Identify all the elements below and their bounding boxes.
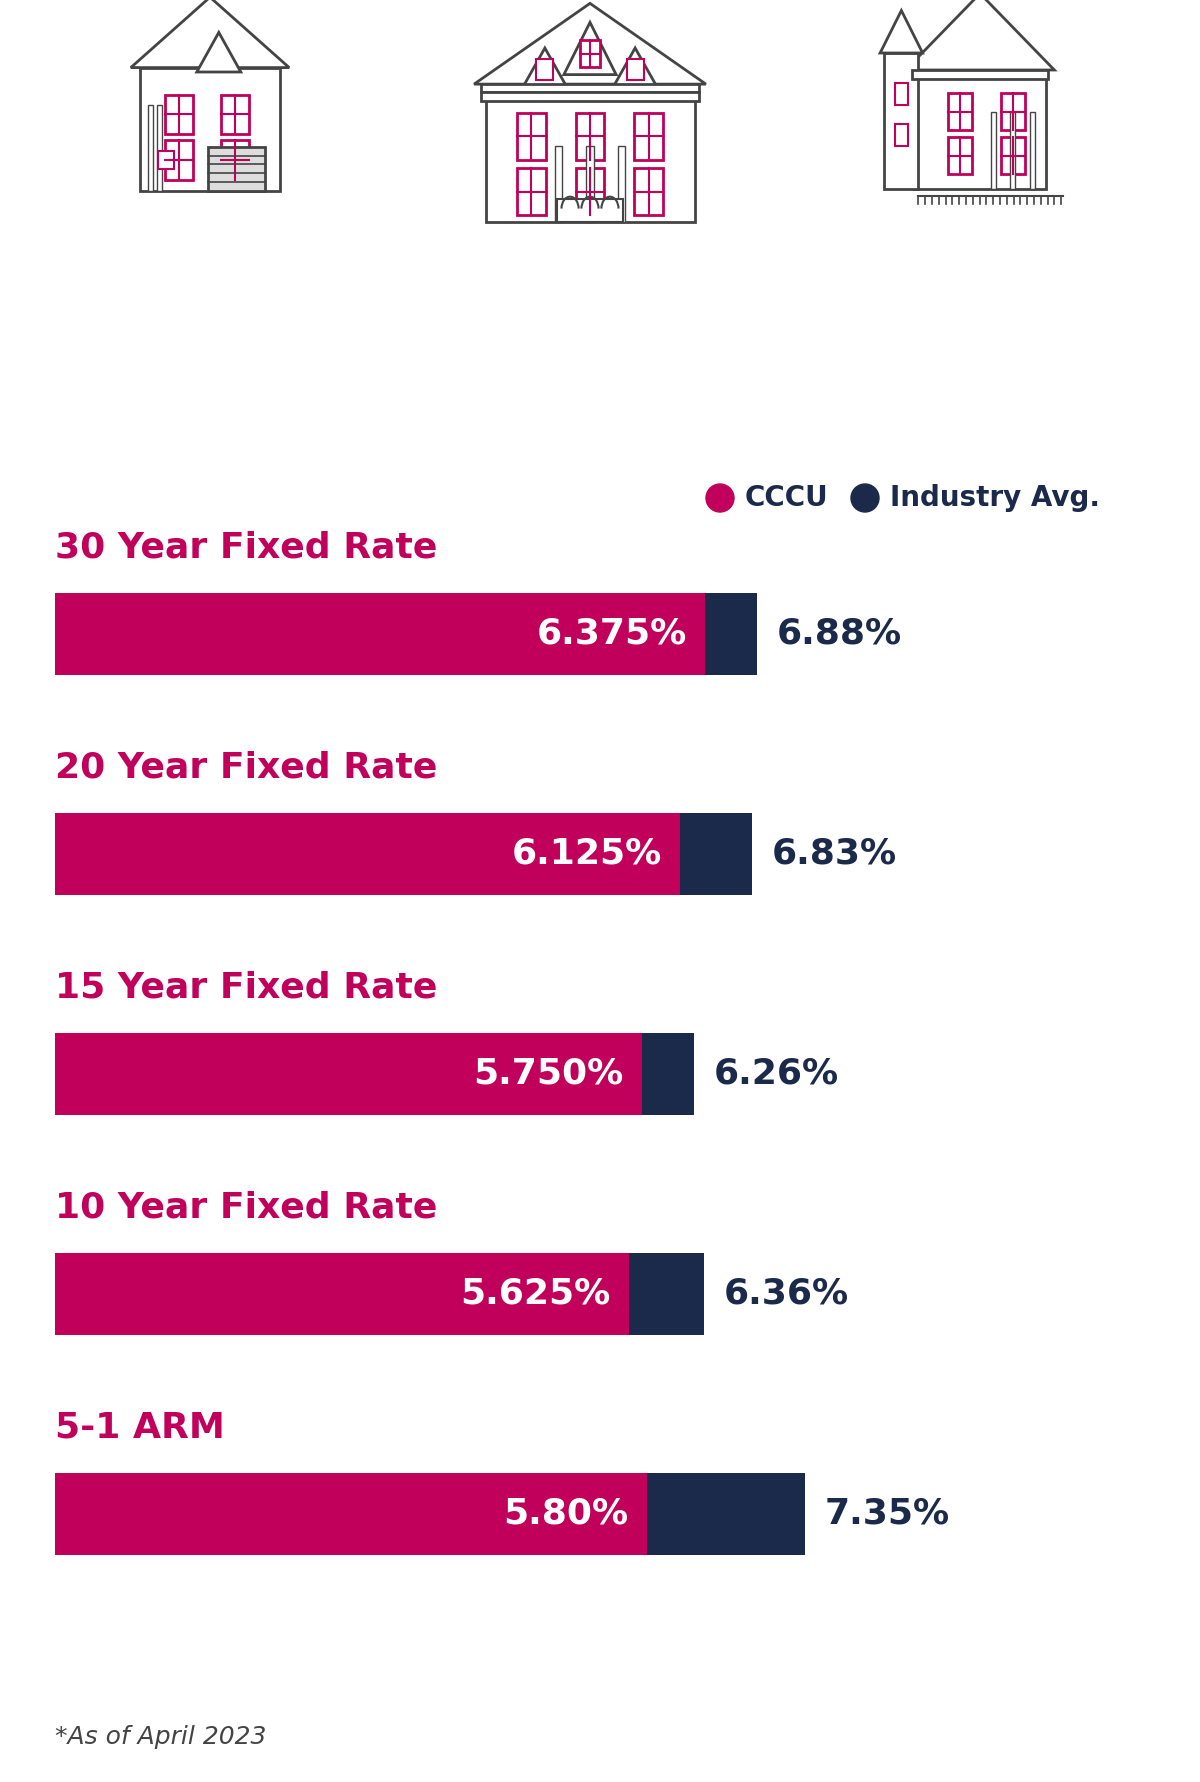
Bar (554, 146, 563, 223)
Text: CCCU: CCCU (745, 485, 829, 511)
Circle shape (706, 485, 734, 511)
Bar (481, 91, 700, 102)
Text: 30 Year Fixed Rate: 30 Year Fixed Rate (55, 531, 437, 565)
Bar (157, 105, 162, 191)
Bar (536, 59, 553, 80)
Bar (486, 84, 695, 223)
Text: 15 Year Fixed Rate: 15 Year Fixed Rate (55, 971, 437, 1005)
Text: 5.750%: 5.750% (473, 1057, 624, 1091)
Polygon shape (197, 32, 241, 71)
Text: 5-1 ARM: 5-1 ARM (55, 1411, 224, 1445)
Bar (481, 84, 700, 91)
Bar (1001, 137, 1025, 175)
Bar (912, 69, 1048, 78)
Bar (576, 168, 605, 216)
Bar (626, 59, 643, 80)
Bar (55, 1253, 703, 1335)
Text: 6.83%: 6.83% (772, 838, 896, 871)
Text: Industry Avg.: Industry Avg. (890, 485, 1100, 511)
Bar (55, 1034, 642, 1116)
Bar (55, 1034, 694, 1116)
Bar (580, 41, 600, 68)
Circle shape (851, 485, 878, 511)
Bar (948, 93, 972, 130)
Bar (576, 112, 605, 160)
Text: 6.88%: 6.88% (776, 617, 902, 650)
Bar (1001, 93, 1025, 130)
Polygon shape (564, 23, 616, 75)
Bar (55, 813, 751, 895)
Polygon shape (880, 11, 923, 53)
Bar (1030, 112, 1036, 189)
Bar (149, 105, 152, 191)
Text: 6.375%: 6.375% (538, 617, 688, 650)
Text: *As of April 2023: *As of April 2023 (55, 1725, 266, 1748)
Text: 10 Year Fixed Rate: 10 Year Fixed Rate (55, 1190, 437, 1224)
Bar (635, 168, 662, 216)
Polygon shape (131, 0, 289, 68)
Text: CCCU Mortgage Rates: CCCU Mortgage Rates (103, 274, 1097, 351)
Bar (55, 1253, 629, 1335)
Bar (914, 69, 1046, 189)
Bar (221, 141, 250, 180)
Polygon shape (523, 48, 566, 86)
Text: 5.625%: 5.625% (461, 1278, 611, 1312)
Bar (55, 1474, 647, 1556)
Bar (55, 593, 757, 675)
Bar (587, 146, 594, 223)
Bar (139, 68, 281, 191)
Bar (948, 137, 972, 175)
Text: 5.80%: 5.80% (504, 1497, 629, 1531)
Bar (1010, 112, 1015, 189)
Bar (164, 94, 193, 134)
Bar (884, 53, 918, 189)
Bar (991, 112, 996, 189)
Bar (55, 593, 706, 675)
Text: 6.36%: 6.36% (724, 1278, 848, 1312)
Bar (618, 146, 625, 223)
Bar (55, 1474, 805, 1556)
Polygon shape (906, 0, 1055, 69)
Text: 20 Year Fixed Rate: 20 Year Fixed Rate (55, 750, 437, 786)
Text: 6.125%: 6.125% (511, 838, 661, 871)
Bar (208, 146, 265, 191)
Polygon shape (474, 4, 706, 84)
Bar (894, 123, 908, 146)
Bar (164, 141, 193, 180)
Bar (55, 813, 679, 895)
Bar (635, 112, 662, 160)
Bar (557, 200, 623, 223)
Bar (158, 151, 174, 169)
Bar (517, 112, 546, 160)
Bar (221, 94, 250, 134)
Text: 7.35%: 7.35% (824, 1497, 950, 1531)
Polygon shape (613, 48, 656, 86)
Text: vs. Industry Average: vs. Industry Average (130, 353, 1070, 431)
Bar (517, 168, 546, 216)
Text: 6.26%: 6.26% (714, 1057, 839, 1091)
Bar (894, 82, 908, 105)
